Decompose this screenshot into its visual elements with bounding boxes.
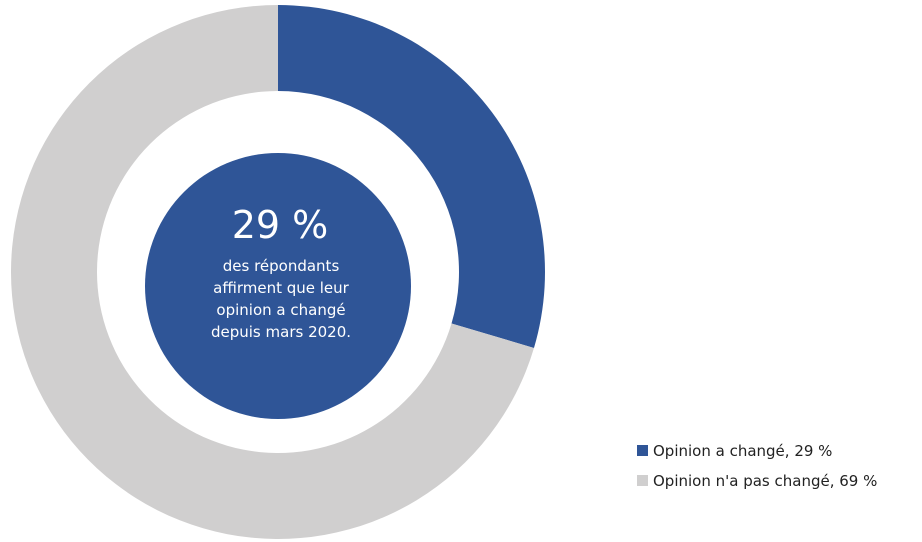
legend-swatch-changed (637, 445, 648, 456)
center-line-3: opinion a changé (216, 301, 345, 319)
center-disc (145, 153, 411, 419)
legend-label-changed: Opinion a changé, 29 % (653, 442, 832, 460)
legend: Opinion a changé, 29 % Opinion n'a pas c… (637, 442, 877, 490)
slice-opinion-changed (278, 5, 545, 348)
center-value: 29 % (232, 203, 329, 247)
center-line-1: des répondants (223, 257, 340, 275)
legend-swatch-not-changed (637, 475, 648, 486)
donut-slices (10, 5, 545, 539)
center-line-2: affirment que leur (213, 279, 350, 297)
slice-opinion-not-changed (10, 5, 534, 539)
legend-label-not-changed: Opinion n'a pas changé, 69 % (653, 472, 877, 490)
center-line-4: depuis mars 2020. (211, 323, 351, 341)
